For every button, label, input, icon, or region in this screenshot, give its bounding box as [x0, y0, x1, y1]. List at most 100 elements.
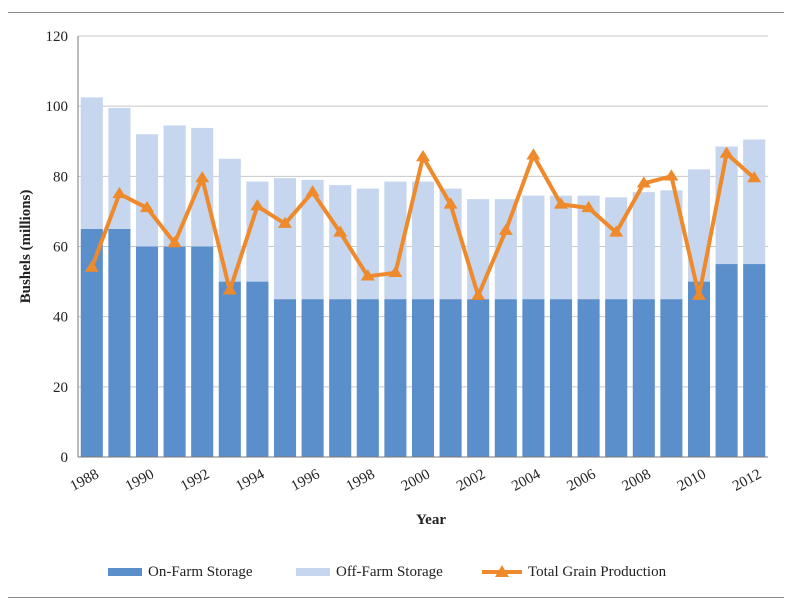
x-tick-label: 2010 — [675, 466, 709, 494]
legend-swatch-total-production — [482, 565, 522, 577]
bar-on-farm-1999 — [384, 299, 407, 457]
legend-label-off-farm: Off-Farm Storage — [336, 563, 443, 580]
bar-on-farm-2011 — [715, 264, 738, 457]
marker-total-2007 — [609, 225, 624, 237]
marker-total-2001 — [443, 197, 458, 209]
bar-on-farm-1994 — [246, 281, 269, 457]
legend-item-off-farm: Off-Farm Storage — [296, 560, 443, 584]
bar-off-farm-2002 — [467, 199, 490, 300]
marker-total-2002 — [471, 288, 486, 300]
bar-on-farm-2007 — [605, 299, 628, 457]
x-tick-label: 1992 — [178, 466, 212, 494]
bar-off-farm-1992 — [191, 127, 214, 247]
bar-on-farm-2003 — [494, 299, 517, 457]
x-tick-label: 2004 — [509, 466, 543, 494]
bar-off-farm-1991 — [163, 125, 186, 247]
marker-total-2010 — [692, 288, 706, 300]
bar-off-farm-2012 — [743, 139, 766, 265]
x-tick-label: 2008 — [620, 466, 654, 494]
x-tick-label: 1988 — [68, 466, 102, 494]
marker-total-2003 — [498, 223, 513, 235]
bar-off-farm-1995 — [273, 178, 297, 300]
bar-on-farm-2004 — [522, 299, 545, 457]
line-series-group — [84, 146, 762, 300]
x-tick-label: 2002 — [454, 466, 488, 494]
bar-off-farm-1997 — [329, 185, 352, 300]
y-tick-label: 80 — [53, 169, 68, 185]
bar-off-farm-1996 — [301, 179, 324, 300]
bar-on-farm-2010 — [687, 281, 711, 457]
y-tick-label: 0 — [61, 450, 69, 466]
bar-off-farm-2006 — [577, 195, 600, 300]
x-tick-label: 1996 — [288, 466, 322, 494]
marker-total-1990 — [140, 200, 154, 213]
bar-on-farm-1991 — [163, 246, 186, 457]
y-tick-label: 40 — [53, 310, 68, 326]
x-tick-label: 2012 — [730, 466, 764, 494]
legend-triangle-icon — [495, 565, 509, 577]
marker-total-1993 — [222, 283, 237, 295]
bar-off-farm-2008 — [632, 192, 655, 300]
marker-total-2008 — [636, 176, 651, 188]
marker-total-1998 — [360, 269, 375, 281]
bottom-rule — [8, 597, 784, 598]
bar-on-farm-2006 — [577, 299, 600, 457]
bar-on-farm-2000 — [411, 299, 435, 457]
marker-total-1988 — [84, 260, 99, 272]
bar-on-farm-1988 — [80, 228, 103, 457]
bar-on-farm-2008 — [632, 299, 655, 457]
legend-item-total-production: Total Grain Production — [482, 560, 666, 584]
bar-off-farm-1993 — [218, 158, 241, 282]
legend-item-on-farm: On-Farm Storage — [108, 560, 253, 584]
bar-on-farm-1993 — [218, 281, 241, 457]
bar-on-farm-1990 — [135, 246, 159, 457]
y-tick-label: 100 — [46, 99, 69, 115]
marker-total-2012 — [747, 171, 762, 183]
x-tick-label: 2006 — [564, 466, 598, 494]
legend-label-on-farm: On-Farm Storage — [148, 563, 253, 580]
bar-on-farm-1989 — [108, 228, 131, 457]
bar-off-farm-1999 — [384, 181, 407, 300]
marker-total-1997 — [333, 225, 348, 237]
bar-on-farm-2001 — [439, 299, 462, 457]
bar-on-farm-1996 — [301, 299, 324, 457]
y-tick-label: 120 — [46, 29, 69, 45]
y-tick-labels: 0 20 40 60 80 100 120 — [46, 29, 69, 466]
bar-on-farm-1995 — [273, 299, 297, 457]
marker-total-1999 — [388, 265, 403, 278]
x-tick-label: 1990 — [123, 466, 157, 494]
bar-off-farm-2009 — [660, 190, 683, 300]
marker-total-1989 — [112, 186, 127, 199]
bar-off-farm-1990 — [135, 134, 159, 247]
bar-on-farm-2005 — [549, 299, 573, 457]
marker-total-1991 — [167, 235, 182, 248]
legend-swatch-on-farm — [108, 568, 142, 576]
bar-off-farm-2011 — [715, 146, 738, 265]
y-tick-label: 20 — [53, 380, 68, 396]
legend-swatch-off-farm — [296, 568, 330, 576]
marker-total-2006 — [581, 200, 596, 213]
y-tick-label: 60 — [53, 240, 68, 256]
bar-off-farm-2005 — [549, 195, 573, 300]
y-axis-label: Bushels (millions) — [18, 190, 34, 304]
x-tick-label: 1994 — [233, 466, 267, 494]
marker-total-2000 — [416, 150, 430, 162]
bar-on-farm-2002 — [467, 299, 490, 457]
x-tick-label: 1998 — [344, 466, 378, 494]
marker-total-2011 — [719, 146, 734, 158]
bar-off-farm-1998 — [356, 188, 379, 300]
bar-off-farm-2007 — [605, 197, 628, 300]
bar-off-farm-2000 — [411, 181, 435, 300]
bars-group — [80, 97, 766, 457]
bar-on-farm-2009 — [660, 299, 683, 457]
bar-off-farm-2004 — [522, 195, 545, 300]
x-axis-label: Year — [416, 512, 446, 528]
bar-on-farm-1992 — [191, 246, 214, 457]
marker-total-2004 — [526, 148, 541, 160]
marker-total-1994 — [250, 199, 265, 211]
marker-total-2005 — [554, 197, 568, 209]
x-tick-label: 2000 — [399, 466, 433, 494]
bar-off-farm-1994 — [246, 181, 269, 282]
legend-label-total-production: Total Grain Production — [528, 563, 667, 580]
bar-on-farm-2012 — [743, 264, 766, 457]
